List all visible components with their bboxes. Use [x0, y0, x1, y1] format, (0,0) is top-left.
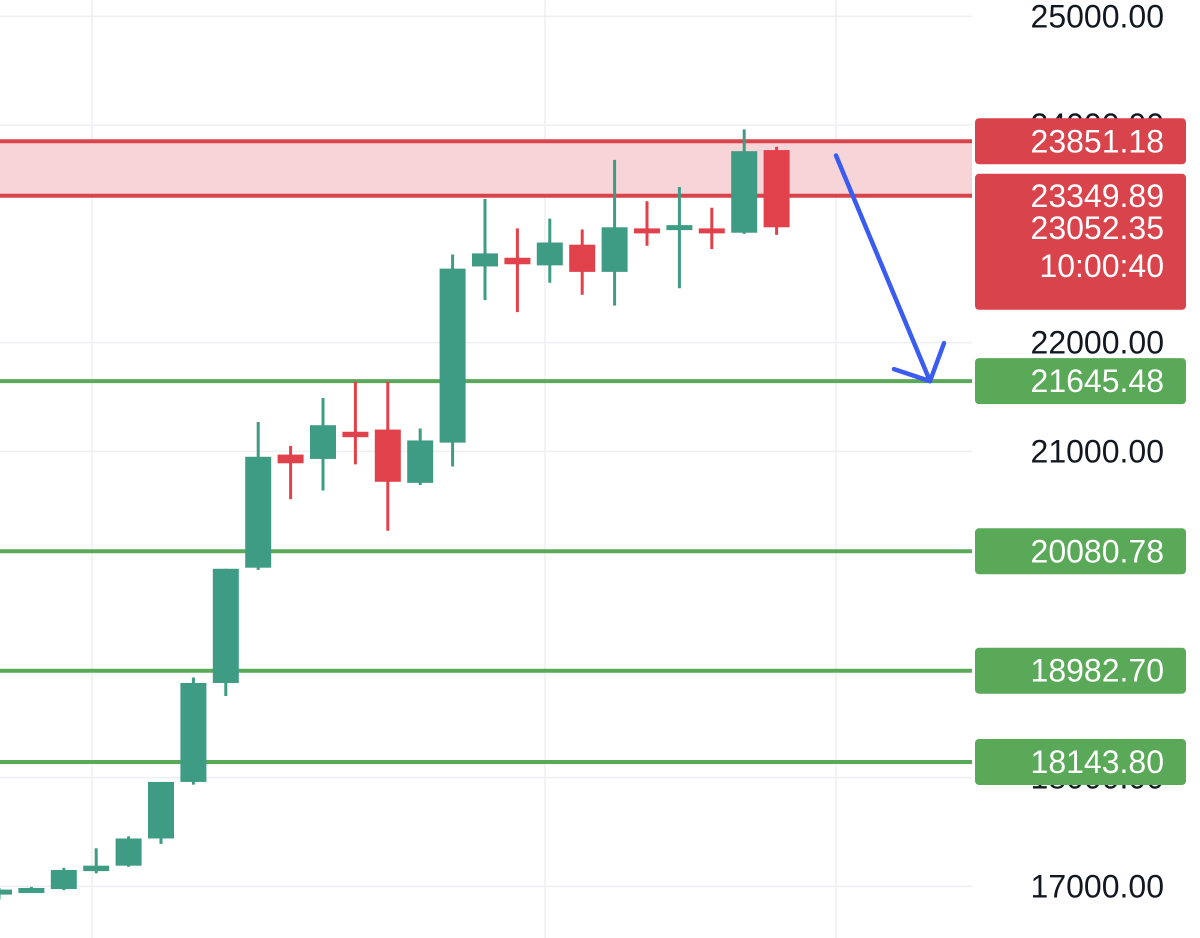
candle-up — [212, 568, 239, 697]
y-tick-label: 21000.00 — [1031, 433, 1164, 469]
support-tag-box — [975, 738, 1186, 785]
candle-up — [439, 254, 466, 467]
candle-down — [698, 207, 725, 250]
support-tag-text: 20080.78 — [1031, 533, 1164, 569]
candle-body — [310, 425, 336, 459]
price-tag-stack-box — [975, 173, 1186, 310]
candle-body — [698, 228, 725, 234]
support-tag: 21645.48 — [975, 358, 1186, 405]
candle-down — [634, 201, 660, 246]
resistance-zone-fill — [0, 141, 972, 196]
candle-up — [601, 159, 628, 306]
candle-body — [18, 887, 45, 893]
candle-down — [504, 228, 531, 313]
candle-body — [50, 870, 77, 890]
support-lines — [0, 379, 972, 764]
candle-body — [83, 865, 110, 872]
countdown-text: 10:00:40 — [1039, 248, 1164, 284]
candle-body — [0, 889, 12, 895]
candle-body — [763, 150, 790, 228]
support-tag: 18143.80 — [975, 738, 1186, 785]
candle-up — [245, 421, 272, 570]
support-tag-box — [975, 528, 1186, 575]
candle-body — [634, 228, 660, 234]
candle-up — [310, 398, 336, 491]
candle-body — [601, 227, 628, 272]
candle-body — [536, 242, 563, 266]
arrow-shaft — [833, 153, 933, 384]
candle-down — [342, 381, 369, 465]
support-tag-box — [975, 358, 1186, 405]
last-price-text: 23052.35 — [1031, 210, 1164, 246]
candle-body — [115, 838, 142, 866]
candle-down — [277, 445, 304, 500]
resistance-zone — [0, 139, 972, 198]
resistance-tag-lower-text: 23349.89 — [1031, 178, 1164, 214]
candle-body — [342, 431, 369, 438]
candle-body — [374, 429, 401, 482]
candle-up — [50, 867, 77, 891]
candle-up — [407, 428, 434, 486]
candle-up — [472, 199, 498, 301]
candle-up — [731, 129, 758, 234]
support-tag-text: 21645.48 — [1031, 363, 1164, 399]
candle-down — [374, 381, 401, 531]
candle-up — [83, 848, 110, 874]
candle-down — [763, 146, 790, 235]
candle-body — [504, 257, 531, 265]
candle-up — [536, 218, 563, 283]
candle-down — [569, 229, 596, 295]
candle-up — [148, 781, 174, 844]
support-tag-text: 18982.70 — [1031, 653, 1164, 689]
resistance-tag-upper-box — [975, 118, 1186, 165]
candle-body — [212, 568, 239, 683]
candle-body — [439, 268, 466, 443]
down-arrow — [833, 153, 947, 384]
support-tag: 18982.70 — [975, 647, 1186, 694]
candles — [0, 129, 790, 900]
support-tag-box — [975, 647, 1186, 694]
candle-body — [245, 456, 272, 568]
y-tick-label: 17000.00 — [1031, 868, 1164, 904]
support-tag: 20080.78 — [975, 528, 1186, 575]
candle-body — [277, 454, 304, 464]
arrow-head — [891, 340, 947, 384]
candle-body — [148, 781, 174, 839]
candle-up — [180, 677, 207, 785]
candle-up — [18, 886, 45, 893]
candle-body — [407, 440, 434, 483]
resistance-tag-upper: 23851.18 — [975, 118, 1186, 165]
candle-body — [472, 253, 498, 267]
candle-body — [666, 225, 693, 231]
candle-body — [180, 682, 207, 782]
candle-up — [115, 836, 142, 867]
y-tick-label: 22000.00 — [1031, 325, 1164, 361]
candle-up — [0, 887, 12, 900]
candle-up — [666, 187, 693, 289]
resistance-tag-upper-text: 23851.18 — [1031, 123, 1164, 159]
candle-body — [569, 244, 596, 272]
candle-body — [731, 151, 758, 233]
y-tick-label: 25000.00 — [1031, 0, 1164, 34]
support-tag-text: 18143.80 — [1031, 744, 1164, 780]
